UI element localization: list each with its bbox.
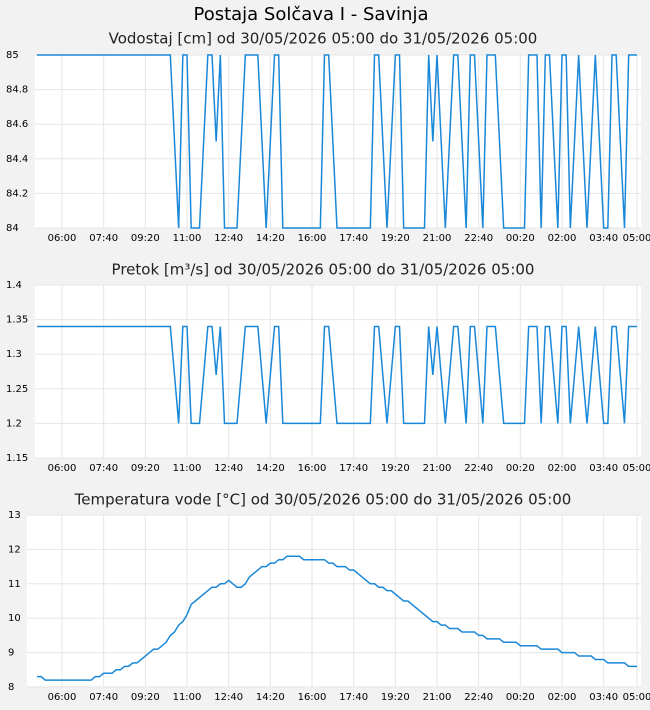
x-tick-label: 09:20 — [131, 463, 160, 474]
y-tick-label: 84.8 — [6, 85, 28, 96]
chart-title: Pretok [m³/s] od 30/05/2026 05:00 do 31/… — [112, 261, 535, 279]
y-tick-label: 1.15 — [6, 453, 28, 464]
data-line — [37, 555, 637, 681]
y-tick-label: 9 — [8, 648, 14, 659]
x-tick-label: 12:40 — [214, 463, 243, 474]
x-tick-label: 16:00 — [298, 463, 327, 474]
page-title: Postaja Solčava I - Savinja — [193, 4, 428, 25]
y-tick-label: 8 — [8, 682, 14, 693]
x-tick-label: 22:40 — [464, 233, 493, 244]
y-tick-label: 1.4 — [6, 280, 22, 291]
x-tick-label: 14:20 — [256, 233, 285, 244]
x-tick-label: 16:00 — [298, 233, 327, 244]
y-tick-label: 12 — [8, 544, 21, 555]
x-tick-label: 11:00 — [173, 233, 202, 244]
chart-title: Temperatura vode [°C] od 30/05/2026 05:0… — [74, 491, 572, 509]
x-tick-label: 19:20 — [381, 233, 410, 244]
x-tick-label: 03:40 — [589, 463, 618, 474]
x-tick-label: 17:40 — [339, 233, 368, 244]
y-tick-label: 1.3 — [6, 349, 22, 360]
y-tick-label: 84.4 — [6, 154, 28, 165]
x-tick-label: 19:20 — [381, 463, 410, 474]
x-tick-label: 11:00 — [173, 692, 202, 703]
x-tick-label: 02:00 — [548, 233, 577, 244]
x-tick-label: 07:40 — [89, 233, 118, 244]
x-tick-label: 14:20 — [256, 463, 285, 474]
x-tick-label: 05:00 — [623, 463, 650, 474]
x-tick-label: 00:20 — [506, 233, 535, 244]
x-tick-label: 05:00 — [623, 692, 650, 703]
x-tick-label: 19:20 — [381, 692, 410, 703]
x-tick-label: 09:20 — [131, 692, 160, 703]
x-tick-label: 09:20 — [131, 233, 160, 244]
x-tick-label: 06:00 — [48, 692, 77, 703]
plot-area — [27, 515, 641, 687]
x-tick-label: 22:40 — [464, 463, 493, 474]
x-tick-label: 17:40 — [339, 463, 368, 474]
x-tick-label: 00:20 — [506, 692, 535, 703]
x-tick-label: 17:40 — [339, 692, 368, 703]
x-tick-label: 14:20 — [256, 692, 285, 703]
data-line — [37, 54, 637, 229]
x-tick-label: 03:40 — [589, 692, 618, 703]
x-tick-label: 00:20 — [506, 463, 535, 474]
y-tick-label: 1.35 — [6, 315, 28, 326]
y-tick-label: 1.2 — [6, 418, 22, 429]
x-tick-label: 21:00 — [423, 233, 452, 244]
data-line — [37, 325, 637, 425]
x-tick-label: 12:40 — [214, 692, 243, 703]
x-tick-label: 16:00 — [298, 692, 327, 703]
x-tick-label: 03:40 — [589, 233, 618, 244]
x-tick-label: 11:00 — [173, 463, 202, 474]
chart-title: Vodostaj [cm] od 30/05/2026 05:00 do 31/… — [109, 30, 538, 48]
y-tick-label: 84.2 — [6, 188, 28, 199]
x-tick-label: 21:00 — [423, 692, 452, 703]
x-tick-label: 02:00 — [548, 463, 577, 474]
x-tick-label: 12:40 — [214, 233, 243, 244]
x-tick-label: 22:40 — [464, 692, 493, 703]
x-tick-label: 02:00 — [548, 692, 577, 703]
y-tick-label: 13 — [8, 510, 21, 521]
y-tick-label: 85 — [6, 50, 19, 61]
y-tick-label: 1.25 — [6, 384, 28, 395]
x-tick-label: 21:00 — [423, 463, 452, 474]
x-tick-label: 07:40 — [89, 692, 118, 703]
y-tick-label: 84 — [6, 223, 19, 234]
x-tick-label: 07:40 — [89, 463, 118, 474]
y-tick-label: 11 — [8, 579, 21, 590]
y-tick-label: 10 — [8, 613, 21, 624]
plot-area — [35, 285, 641, 458]
x-tick-label: 06:00 — [48, 233, 77, 244]
x-tick-label: 06:00 — [48, 463, 77, 474]
y-tick-label: 84.6 — [6, 119, 28, 130]
x-tick-label: 05:00 — [623, 233, 650, 244]
